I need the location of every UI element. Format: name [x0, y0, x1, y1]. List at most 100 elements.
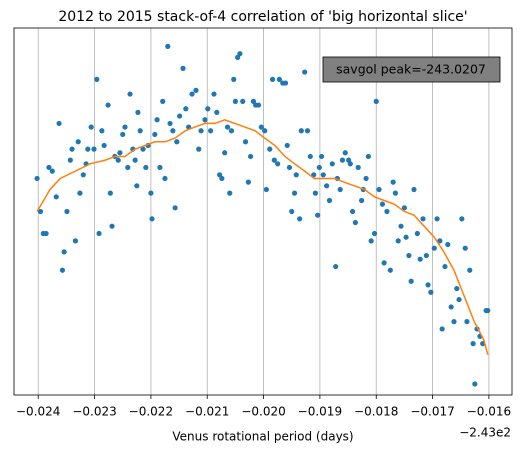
point	[77, 190, 83, 196]
point	[318, 153, 325, 160]
point	[381, 260, 387, 266]
point	[428, 289, 434, 295]
point	[363, 175, 369, 182]
point	[304, 128, 311, 134]
point	[219, 175, 225, 182]
point	[72, 238, 79, 244]
point	[291, 190, 298, 196]
point	[165, 43, 171, 49]
point	[134, 183, 140, 189]
point	[152, 131, 158, 138]
point	[395, 238, 401, 244]
point	[286, 164, 293, 171]
x-tick-label: −0.020	[241, 405, 285, 419]
x-offset-label: −2.43e2	[459, 426, 511, 440]
point	[172, 205, 178, 211]
point	[320, 172, 326, 178]
point	[349, 208, 356, 215]
point	[85, 146, 91, 152]
frame	[13, 27, 513, 396]
point	[365, 153, 371, 160]
point	[75, 139, 81, 145]
point	[284, 142, 290, 149]
point	[132, 157, 138, 163]
point	[315, 212, 321, 218]
x-tick-label: −0.018	[354, 405, 398, 419]
point	[149, 216, 155, 222]
chart-title: 2012 to 2015 stack-of-4 correlation of '…	[58, 9, 467, 25]
point	[459, 216, 465, 222]
point	[398, 223, 404, 229]
point	[298, 128, 304, 134]
point	[347, 161, 353, 167]
point	[379, 201, 386, 207]
point	[107, 190, 113, 196]
point	[170, 128, 176, 134]
point	[445, 241, 451, 248]
point	[214, 109, 220, 116]
point	[352, 219, 358, 226]
point	[355, 164, 361, 171]
point	[205, 106, 211, 112]
point	[271, 157, 277, 163]
point	[403, 234, 409, 240]
point	[157, 164, 163, 171]
point	[148, 190, 154, 196]
point	[297, 216, 303, 222]
point	[208, 128, 214, 134]
point	[183, 106, 189, 112]
point	[135, 109, 141, 116]
point	[392, 190, 398, 196]
point	[96, 230, 102, 237]
point	[160, 98, 166, 104]
point	[420, 216, 426, 222]
point	[67, 157, 73, 163]
point	[387, 267, 393, 273]
point	[94, 76, 100, 82]
point	[248, 153, 254, 160]
point	[358, 197, 365, 204]
point	[193, 87, 199, 93]
point	[408, 278, 414, 284]
point	[80, 172, 86, 178]
point	[337, 186, 343, 193]
point	[117, 150, 123, 156]
point	[434, 216, 440, 222]
point	[324, 183, 330, 189]
point	[451, 319, 457, 325]
point	[282, 80, 289, 86]
point	[53, 194, 59, 200]
point	[115, 157, 121, 163]
x-tick-label: −0.016	[467, 405, 511, 419]
point	[439, 326, 445, 332]
x-tick-label: −0.017	[410, 405, 454, 419]
point	[240, 98, 246, 104]
point	[307, 153, 313, 160]
point	[390, 179, 396, 185]
point	[448, 304, 454, 310]
point	[425, 282, 431, 288]
point	[293, 172, 299, 178]
point	[454, 285, 460, 292]
x-tick-label: −0.022	[129, 405, 173, 419]
point	[46, 164, 52, 171]
point	[162, 175, 168, 182]
point	[120, 131, 126, 138]
point	[275, 161, 281, 167]
point	[258, 124, 264, 130]
point	[99, 128, 105, 134]
point	[180, 65, 186, 71]
x-tick-label: −0.023	[72, 405, 116, 419]
point	[456, 296, 462, 303]
x-tick-label: −0.024	[16, 405, 60, 419]
point	[231, 76, 237, 82]
point	[417, 256, 423, 262]
point	[276, 76, 282, 82]
point	[198, 128, 204, 134]
point	[137, 128, 143, 134]
point	[384, 208, 390, 215]
point	[140, 146, 146, 152]
point	[69, 146, 75, 152]
point	[227, 190, 233, 196]
